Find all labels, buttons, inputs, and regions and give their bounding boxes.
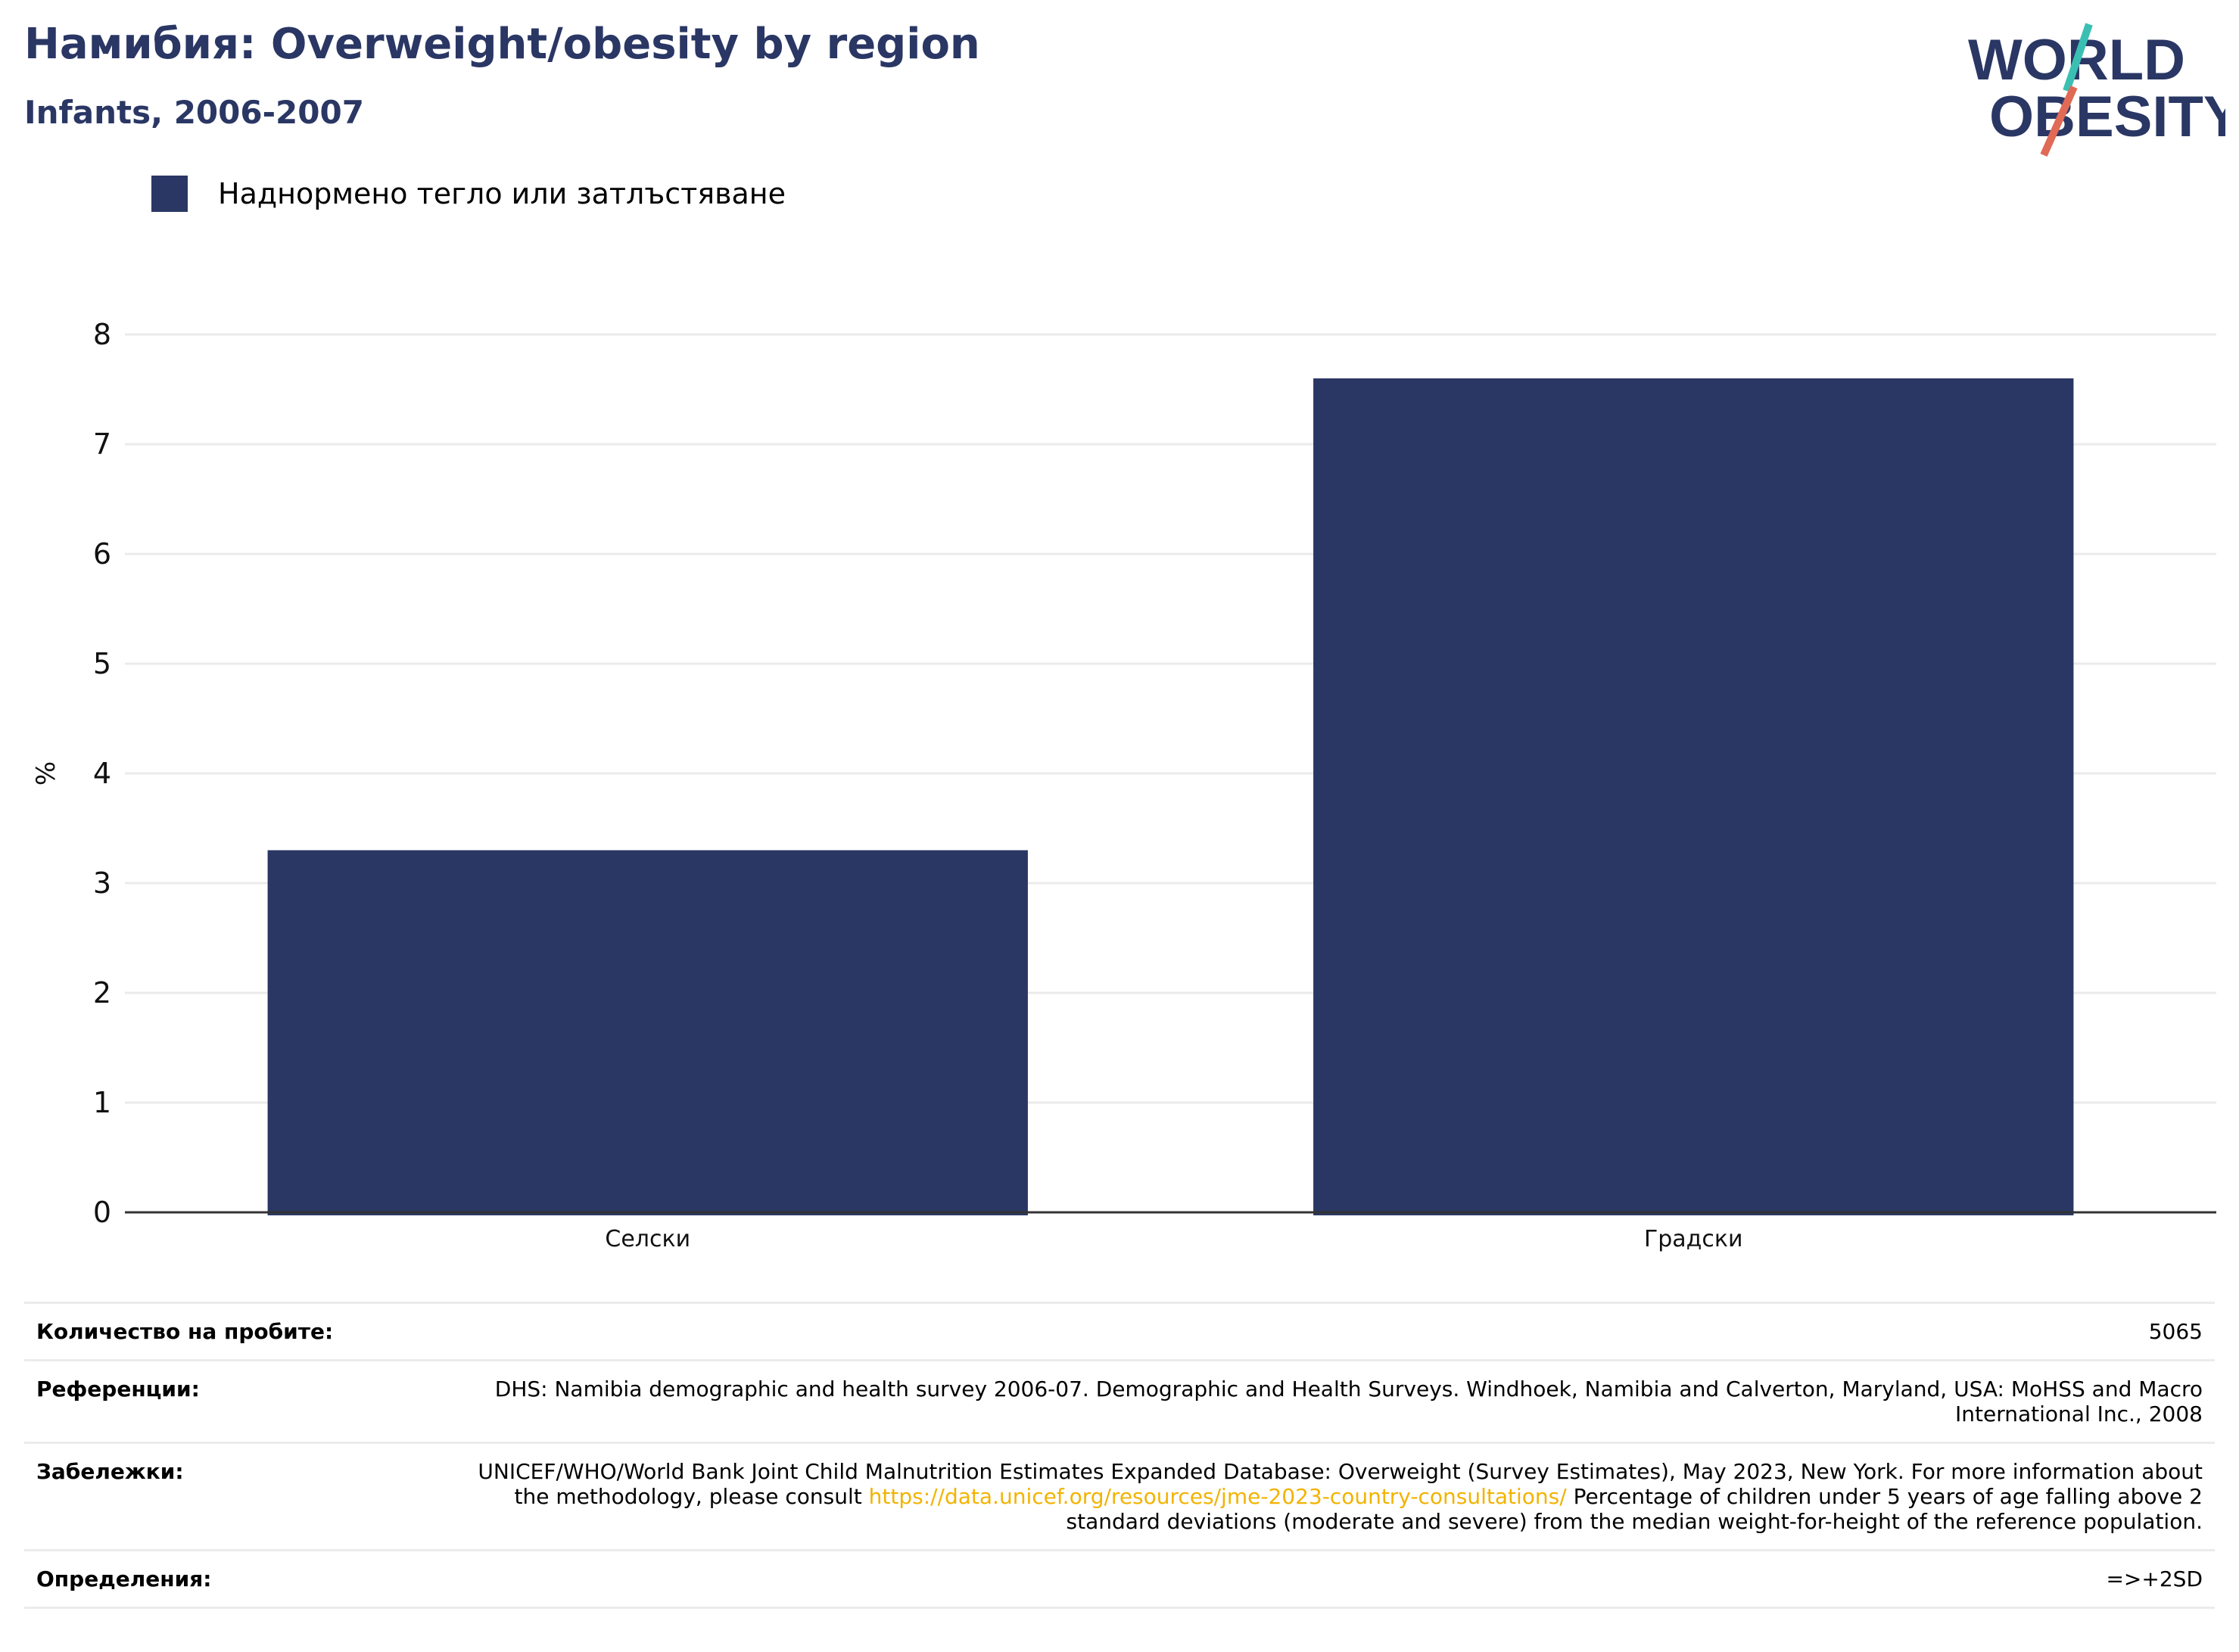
references-value: DHS: Namibia demographic and health surv… bbox=[494, 1377, 2203, 1426]
notes-label: Забележки: bbox=[36, 1459, 184, 1484]
meta-row-notes: Забележки: UNICEF/WHO/World Bank Joint C… bbox=[24, 1442, 2215, 1549]
definitions-value: =>+2SD bbox=[2106, 1566, 2203, 1591]
notes-link[interactable]: https://data.unicef.org/resources/jme-20… bbox=[868, 1484, 1567, 1509]
y-axis-label: % bbox=[31, 761, 61, 786]
sample-label: Количество на пробите: bbox=[36, 1319, 334, 1344]
y-tick-label: 1 bbox=[93, 1086, 111, 1119]
notes-text-pre: UNICEF/WHO/World Bank Joint Child Malnut… bbox=[478, 1459, 2203, 1509]
definitions-label: Определения: bbox=[36, 1566, 212, 1591]
references-label: Референции: bbox=[36, 1377, 200, 1402]
bar-rural bbox=[267, 850, 1028, 1215]
metadata-table: Количество на пробите: 5065 Референции: … bbox=[24, 1302, 2215, 1609]
chart-title: Намибия: Overweight/obesity by region bbox=[24, 20, 980, 69]
legend: Наднормено тегло или затлъстяване bbox=[151, 176, 786, 212]
x-tick-label: Градски bbox=[1644, 1226, 1743, 1252]
chart-subtitle: Infants, 2006-2007 bbox=[24, 94, 364, 131]
y-tick-label: 2 bbox=[93, 976, 111, 1010]
legend-swatch bbox=[151, 176, 188, 212]
bar-chart: 0 1 2 3 4 5 6 7 8% Селски Градски bbox=[31, 318, 2216, 1252]
bar-urban bbox=[1313, 378, 2074, 1215]
legend-label: Наднормено тегло или затлъстяване bbox=[218, 177, 786, 210]
notes-text-post: Percentage of children under 5 years of … bbox=[1066, 1484, 2203, 1534]
notes-value: UNICEF/WHO/World Bank Joint Child Malnut… bbox=[462, 1459, 2203, 1534]
meta-row-sample: Количество на пробите: 5065 bbox=[24, 1302, 2215, 1359]
logo-line2: OBESITY bbox=[1989, 85, 2225, 149]
logo-slash-coral bbox=[2040, 85, 2078, 157]
logo-slash-teal bbox=[2063, 23, 2093, 92]
meta-row-references: Референции: DHS: Namibia demographic and… bbox=[24, 1359, 2215, 1442]
y-tick-label: 0 bbox=[93, 1196, 111, 1229]
y-tick-label: 4 bbox=[93, 757, 111, 790]
sample-value: 5065 bbox=[2148, 1319, 2203, 1344]
meta-row-definitions: Определения: =>+2SD bbox=[24, 1549, 2215, 1609]
y-tick-label: 5 bbox=[93, 647, 111, 680]
world-obesity-logo: WORLD OBESITY bbox=[1968, 23, 2225, 157]
x-tick-label: Селски bbox=[605, 1226, 690, 1252]
y-tick-label: 7 bbox=[93, 428, 111, 461]
y-tick-label: 8 bbox=[93, 318, 111, 351]
y-tick-label: 6 bbox=[93, 537, 111, 571]
y-tick-label: 3 bbox=[93, 866, 111, 900]
